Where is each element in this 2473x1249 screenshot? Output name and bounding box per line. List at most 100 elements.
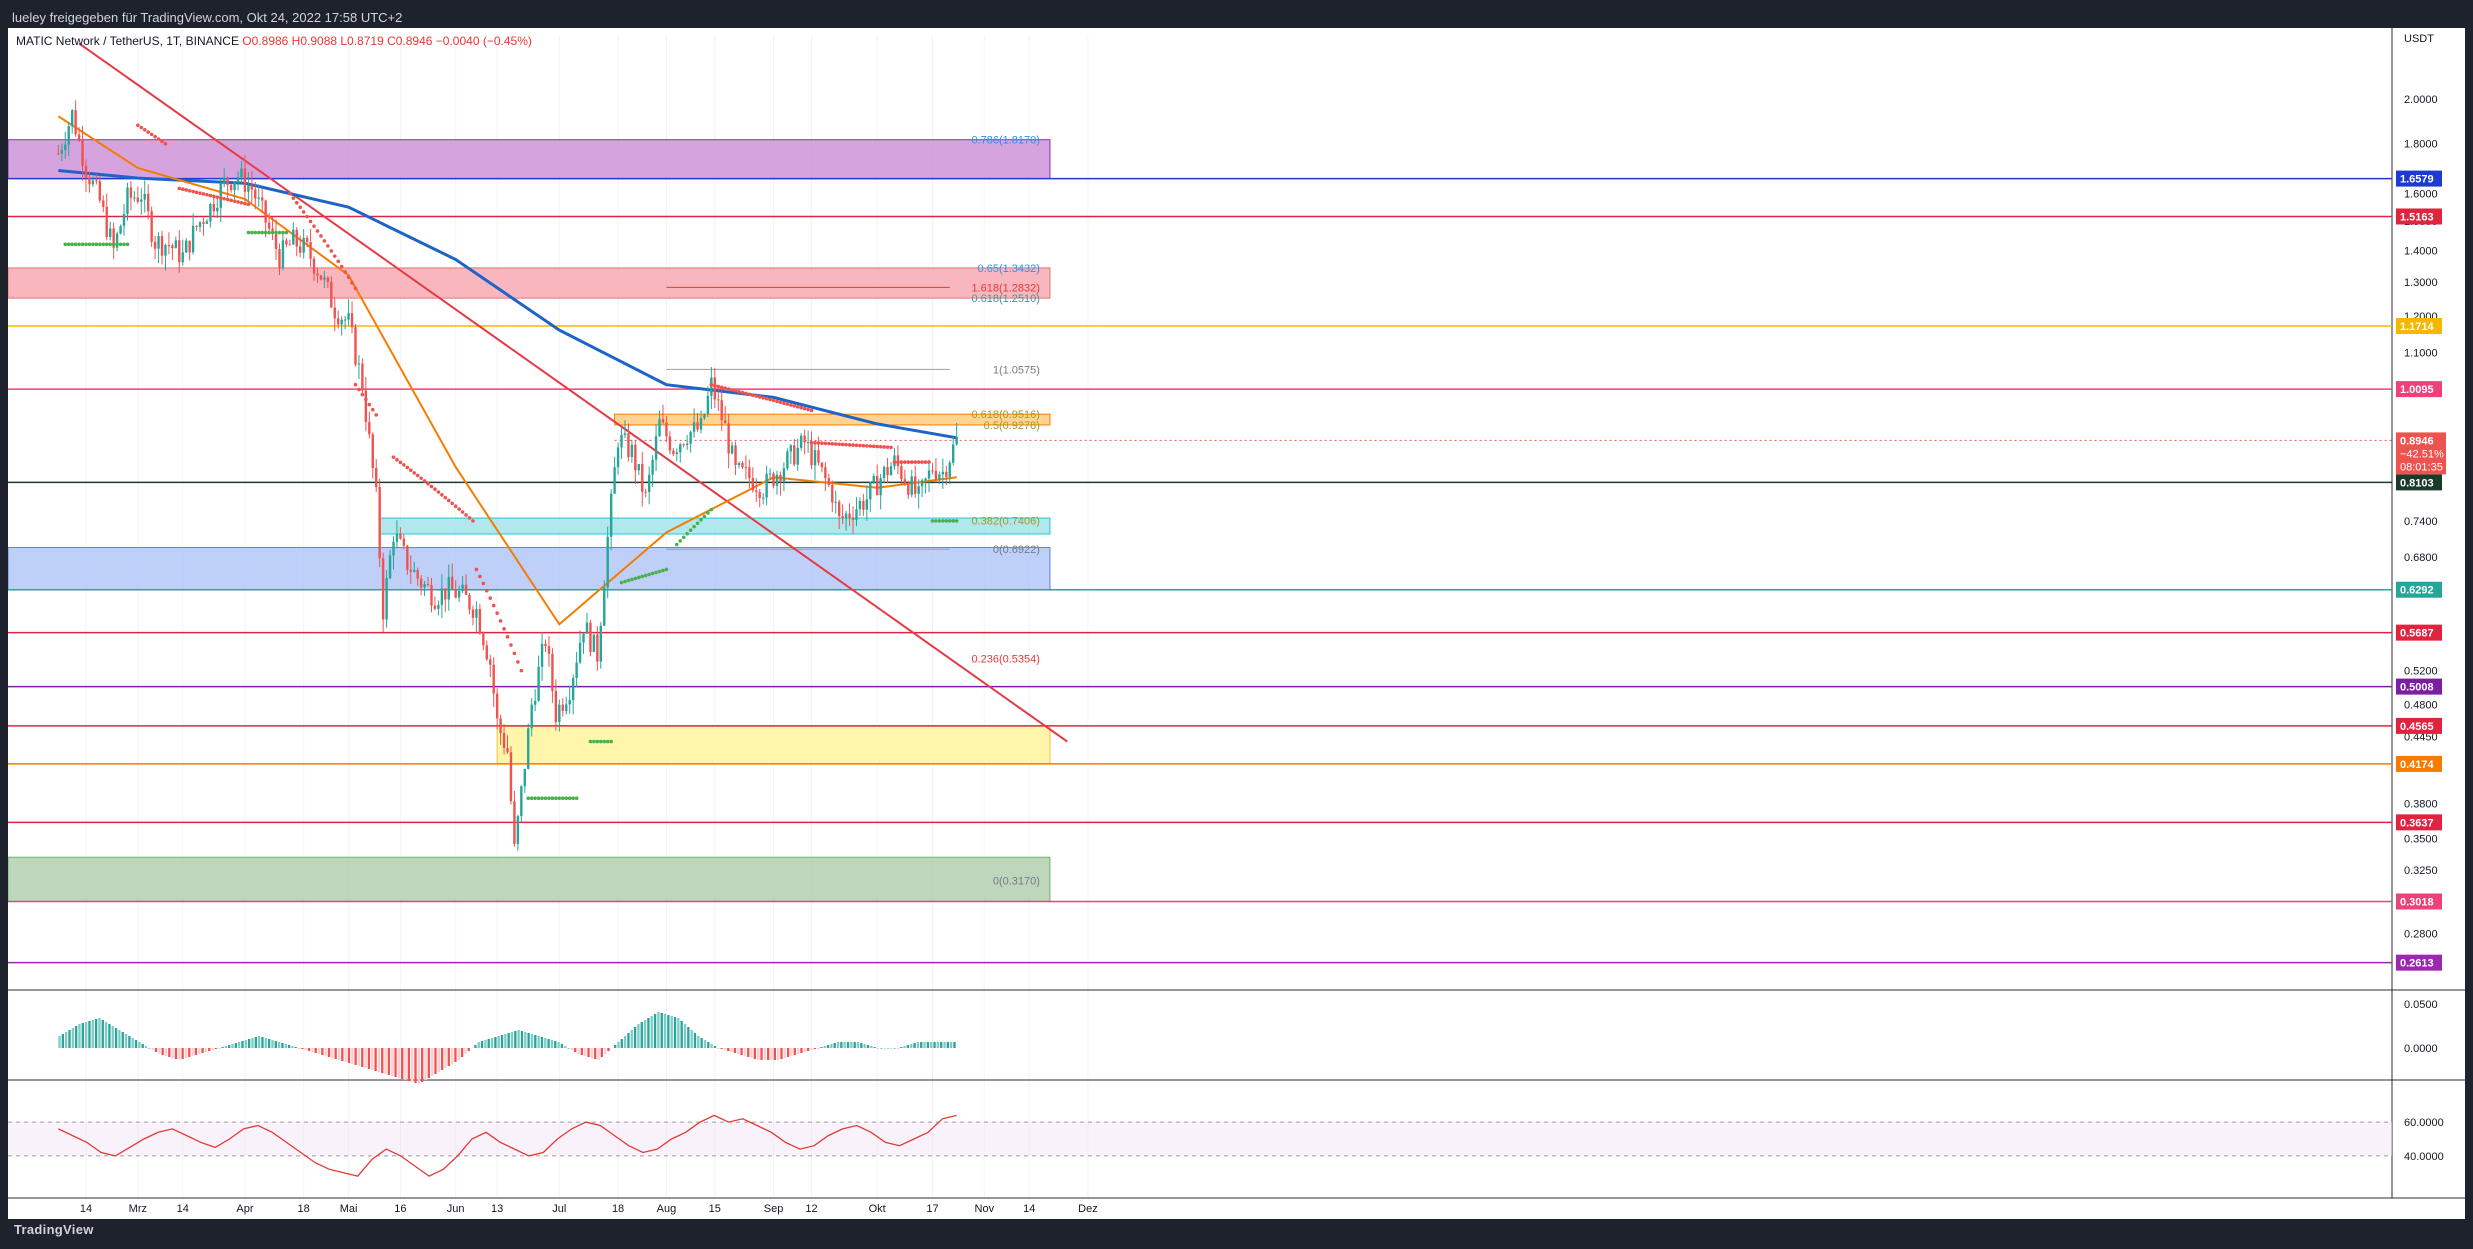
sar-dot [326, 244, 330, 248]
sar-dot [63, 242, 68, 247]
candle-body [734, 445, 737, 465]
macd-bar [890, 1048, 893, 1049]
sar-dot [637, 575, 641, 580]
candle-body [371, 434, 374, 468]
macd-bar [391, 1048, 394, 1076]
candle-body [119, 225, 122, 234]
macd-bar [733, 1048, 737, 1053]
macd-bar [171, 1048, 174, 1058]
macd-bar [321, 1048, 324, 1055]
sar-dot [840, 442, 845, 447]
macd-bar [740, 1048, 743, 1055]
macd-bar [78, 1024, 81, 1048]
candle-body [810, 442, 813, 466]
sar-dot [291, 196, 296, 200]
sar-dot [201, 192, 206, 196]
macd-bar [311, 1048, 314, 1052]
symbol-name: MATIC Network / TetherUS, 1T, BINANCE [16, 34, 239, 48]
macd-bar [896, 1048, 900, 1049]
sar-dot [491, 603, 496, 608]
macd-bar [906, 1045, 910, 1048]
candle-body [571, 677, 575, 701]
macd-bar [597, 1048, 600, 1060]
price-line-badge-text: 0.4565 [2400, 721, 2434, 733]
macd-bar [507, 1033, 510, 1048]
chart-canvas[interactable]: USDT 0.786(1.8170) 0.65(1.3432) 1.618(1.283… [8, 28, 2465, 1219]
price-tick-label: 0.3800 [2404, 799, 2438, 811]
candle-body [368, 421, 371, 435]
candle-body [706, 395, 710, 415]
candle-body [696, 422, 699, 430]
candle-body [703, 414, 706, 419]
sar-dot [630, 577, 634, 582]
macd-bar [377, 1048, 381, 1072]
candle-body [357, 363, 361, 365]
candle-body [223, 177, 226, 184]
macd-bar [91, 1020, 94, 1048]
candle-body [713, 377, 717, 400]
date-tick-label: 14 [80, 1203, 92, 1215]
candle-body [758, 492, 761, 499]
sar-dot [941, 519, 945, 523]
macd-bar [650, 1016, 653, 1048]
macd-bar [633, 1027, 637, 1048]
macd-bar [314, 1048, 317, 1053]
macd-bar [164, 1048, 168, 1056]
candle-body [444, 588, 447, 600]
macd-bar [151, 1048, 154, 1050]
macd-bar [494, 1037, 497, 1048]
macd-bar [460, 1048, 464, 1057]
candle-body [537, 666, 540, 701]
macd-bar [387, 1048, 391, 1075]
sar-dot [761, 396, 765, 400]
price-line-badge-text: 0.8103 [2400, 477, 2434, 489]
sar-dot [567, 796, 572, 800]
sar-dot [274, 230, 278, 235]
sar-dot [768, 397, 772, 402]
sar-dot [180, 187, 185, 191]
sar-dot [422, 479, 427, 483]
macd-bar [450, 1048, 454, 1064]
date-tick-label: Mrz [129, 1203, 147, 1215]
macd-bar [218, 1048, 221, 1049]
sar-dot [136, 123, 140, 128]
candle-body [115, 233, 119, 248]
macd-bar [65, 1032, 68, 1048]
macd-bar [118, 1030, 121, 1048]
sar-dot [595, 739, 600, 744]
sar-dot [937, 519, 942, 523]
current-price-text: 0.8946 [2400, 435, 2434, 447]
sar-dot [868, 444, 873, 448]
candle-body [741, 462, 744, 468]
candle-body [288, 244, 292, 246]
candle-body [171, 245, 174, 249]
sar-dot [364, 397, 368, 402]
candle-body [547, 646, 551, 654]
price-line-badge [2396, 381, 2442, 398]
sar-dot [429, 484, 434, 489]
candle-body [799, 435, 803, 448]
sar-dot [360, 392, 365, 397]
sar-dot [799, 405, 803, 410]
fib-label: 0.5(0.9278) [984, 420, 1040, 432]
candle-body [827, 478, 831, 485]
sar-dot [149, 132, 154, 137]
sar-dot [191, 189, 195, 194]
candle-body [775, 474, 779, 486]
candle-body [385, 577, 388, 620]
candle-body [527, 728, 530, 769]
macd-bar [304, 1048, 307, 1050]
sar-dot [502, 627, 506, 631]
macd-bar [527, 1033, 530, 1048]
candle-body [471, 609, 475, 618]
macd-bar [487, 1039, 490, 1048]
candle-body [333, 307, 336, 319]
sar-dot [84, 242, 88, 247]
sar-dot [353, 286, 358, 291]
macd-bar [138, 1042, 141, 1048]
candle-body [748, 467, 751, 479]
sar-dot [716, 384, 721, 389]
macd-bar [557, 1042, 560, 1048]
candle-body [430, 585, 433, 606]
zone-green [8, 856, 1051, 903]
